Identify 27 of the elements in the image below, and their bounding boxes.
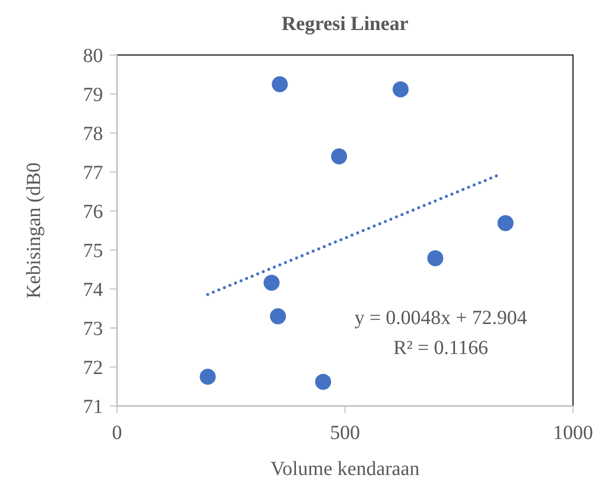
x-tick-label: 500 xyxy=(330,422,360,444)
y-tick-label: 73 xyxy=(83,318,103,340)
annotation: R² = 0.1166 xyxy=(393,336,488,359)
y-tick-label: 77 xyxy=(83,162,103,184)
point xyxy=(498,215,514,232)
y-tick-label: 76 xyxy=(83,201,103,223)
point xyxy=(331,148,348,164)
point xyxy=(392,81,409,98)
chart-title: Regresi Linear xyxy=(282,13,409,35)
point xyxy=(270,308,286,324)
y-tick-label: 80 xyxy=(83,45,103,67)
x-tick-label: 0 xyxy=(112,422,122,444)
y-tick-label: 75 xyxy=(83,240,103,262)
point xyxy=(264,274,280,291)
x-axis-title: Volume kendaraan xyxy=(270,458,420,480)
point xyxy=(427,250,444,266)
point xyxy=(272,76,288,92)
y-tick-label: 79 xyxy=(83,84,103,106)
x-tick-label: 1000 xyxy=(553,422,593,444)
y-tick-label: 74 xyxy=(83,279,103,301)
y-tick-label: 71 xyxy=(83,396,103,418)
y-tick-label: 72 xyxy=(83,357,103,379)
point xyxy=(200,368,216,385)
y-axis-title: Kebisingan (dB0 xyxy=(23,162,45,299)
point xyxy=(315,374,332,390)
annotation: y = 0.0048x + 72.904 xyxy=(354,306,528,329)
y-tick-label: 78 xyxy=(83,123,103,145)
